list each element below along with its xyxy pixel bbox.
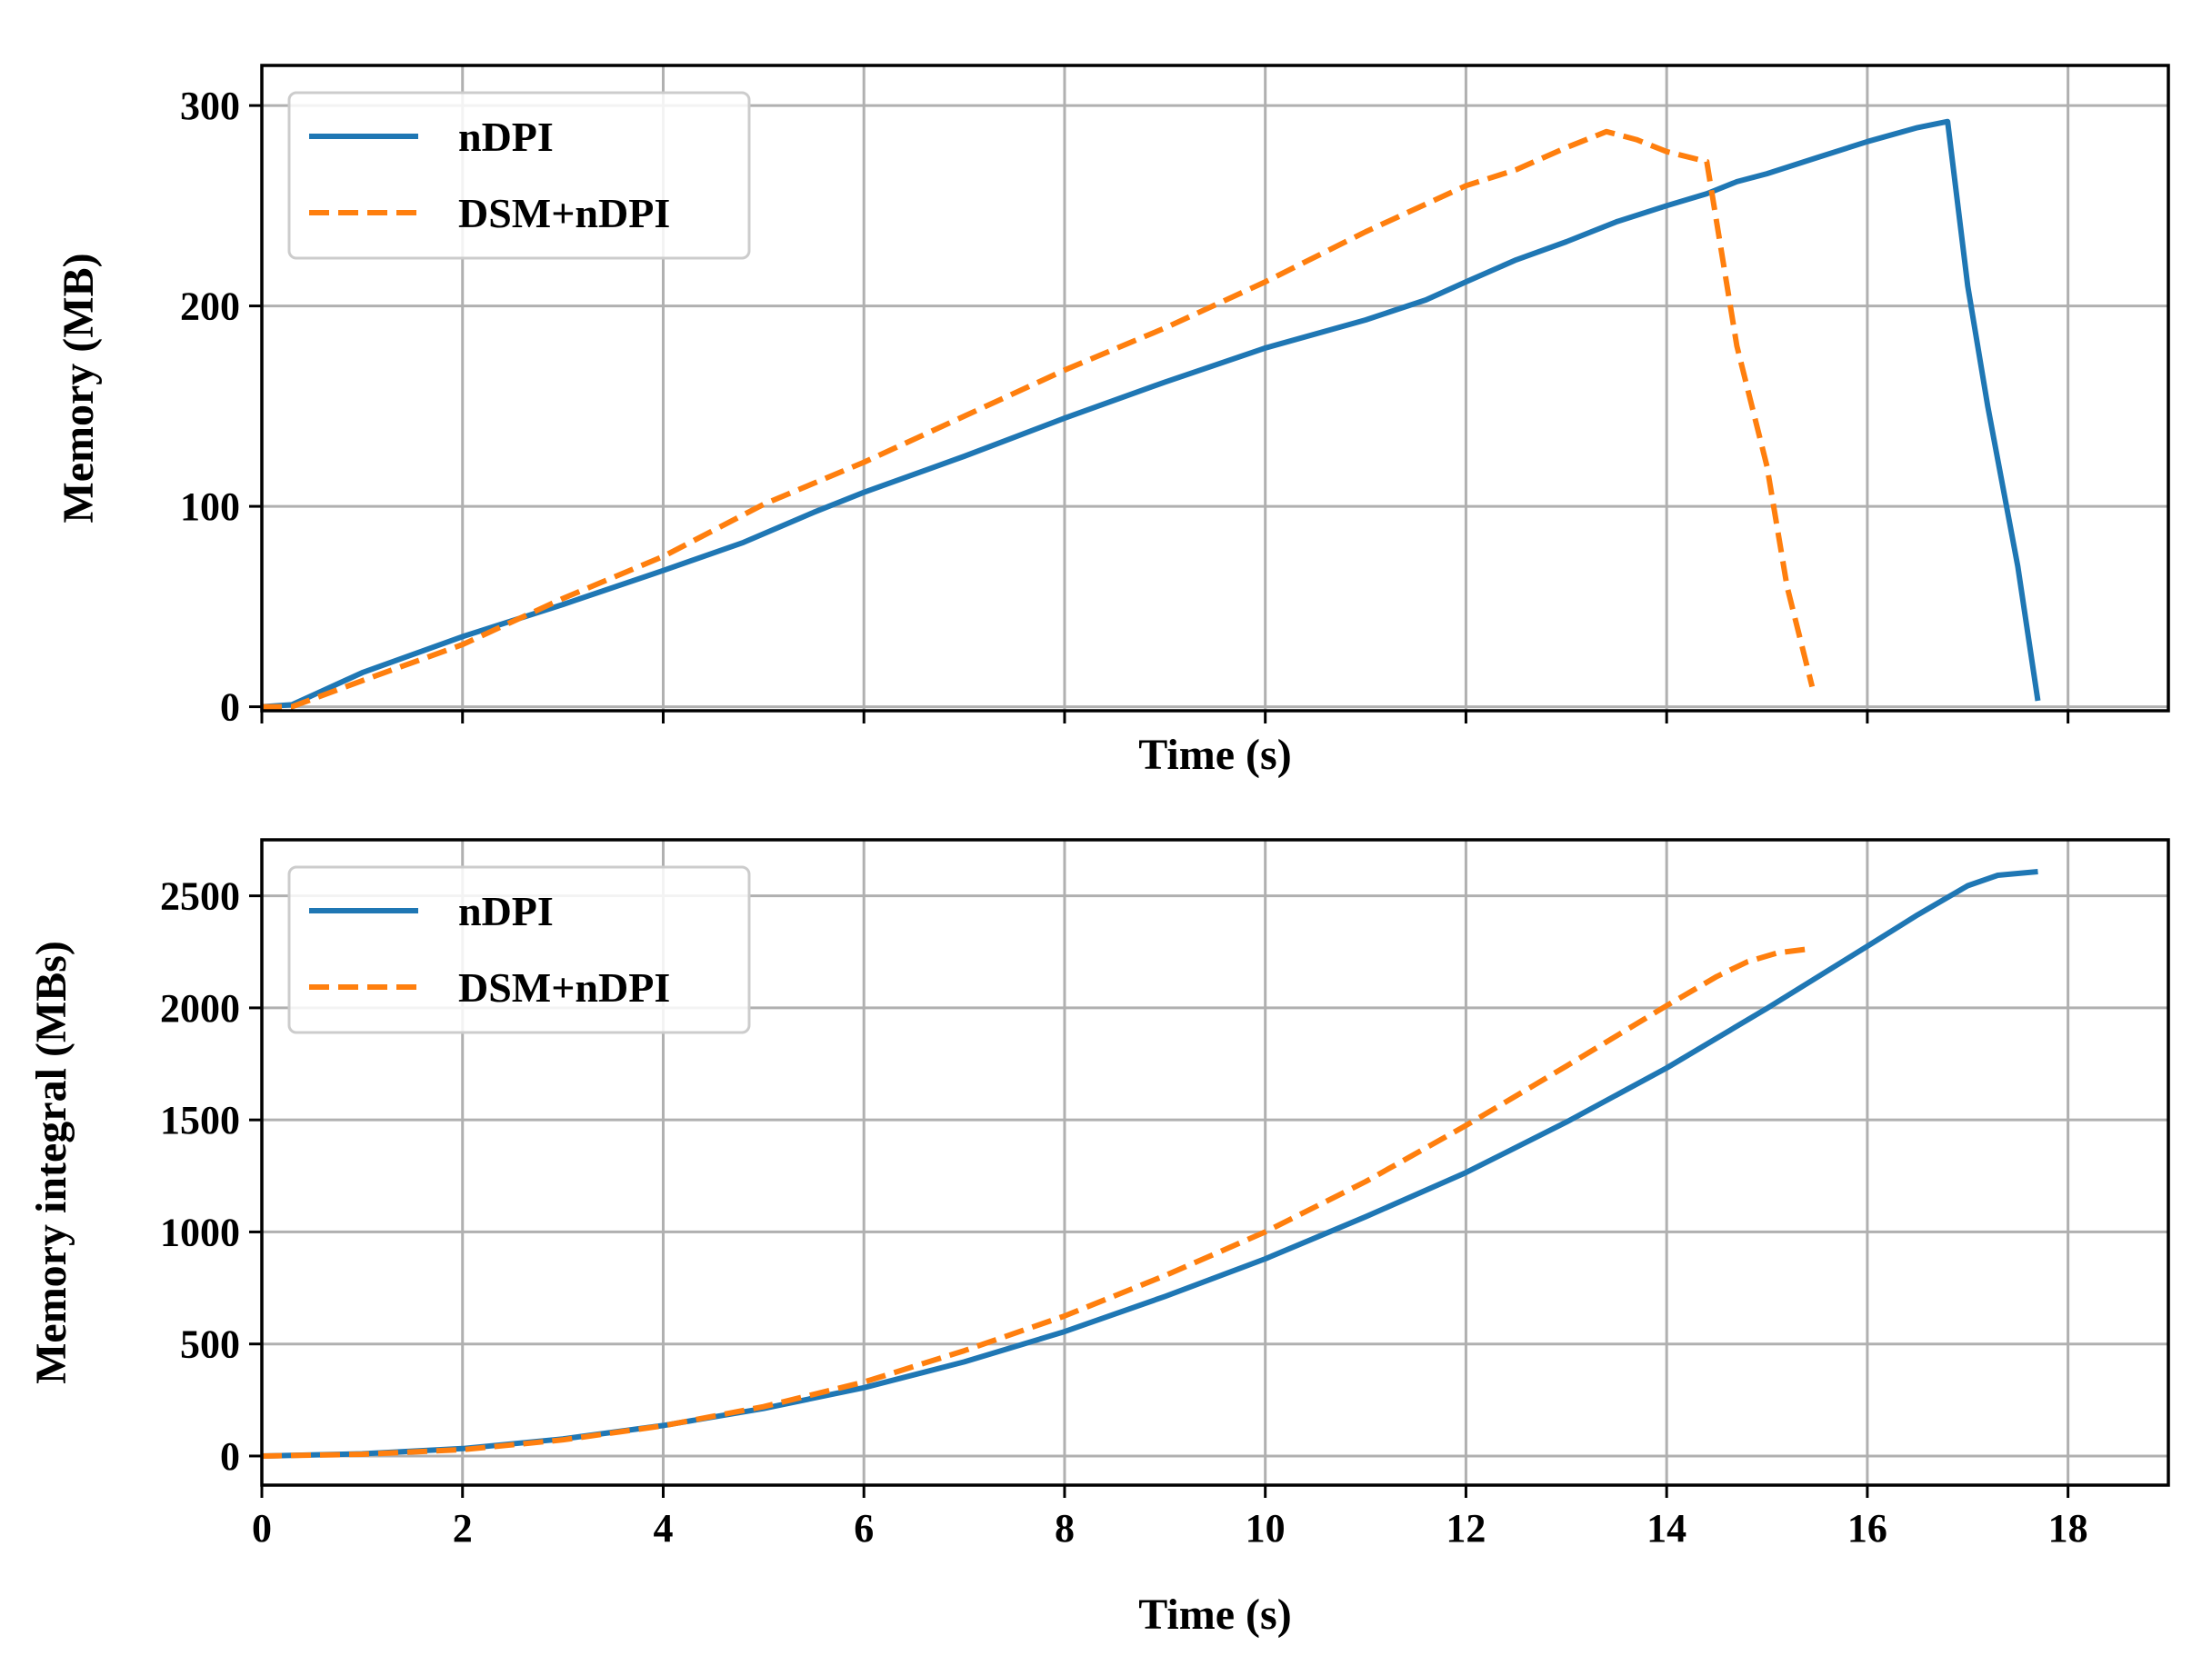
legend-label: DSM+nDPI [458, 964, 670, 1011]
y-tick-label: 0 [220, 685, 240, 730]
y-tick-label: 200 [180, 284, 240, 329]
legend-label: nDPI [458, 888, 554, 934]
x-tick-label: 8 [1055, 1506, 1075, 1551]
x-tick-label: 12 [1446, 1506, 1486, 1551]
y-tick-label: 100 [180, 484, 240, 529]
x-tick-label: 6 [854, 1506, 874, 1551]
series-line-dsm-ndpi [262, 128, 1816, 710]
y-tick-label: 500 [180, 1322, 240, 1367]
x-tick-label: 16 [1847, 1506, 1887, 1551]
x-tick-label: 0 [252, 1506, 272, 1551]
x-tick-label: 14 [1646, 1506, 1687, 1551]
x-tick-label: 4 [653, 1506, 673, 1551]
axes-frame [260, 64, 2170, 713]
y-axis-label: Memory integral (MBs) [27, 941, 75, 1384]
series-line-dsm-ndpi [262, 945, 1813, 1459]
y-tick-label: 1000 [160, 1210, 240, 1254]
y-tick-label: 300 [180, 84, 240, 128]
y-axis-label: Memory (MB) [55, 253, 103, 523]
axes-frame [260, 838, 2170, 1487]
legend: nDPI DSM+nDPI [287, 865, 751, 1034]
legend-label: DSM+nDPI [458, 190, 670, 236]
series-line-ndpi [262, 118, 2041, 710]
x-axis-label: Time (s) [1138, 731, 1291, 779]
x-tick-label: 18 [2048, 1506, 2088, 1551]
y-tick-label: 2000 [160, 986, 240, 1031]
y-tick-label: 1500 [160, 1098, 240, 1142]
chart-panel-2: 0 2 4 6 8 10 12 14 16 18 0 500 1000 1500 2000 2500 Time … [27, 838, 2170, 1639]
legend-label: nDPI [458, 114, 554, 160]
chart-panel-1: 0 100 200 300 Time (s) Memory (MB) nDPI DSM+nDP… [55, 64, 2170, 779]
y-tick-label: 2500 [160, 874, 240, 919]
legend: nDPI DSM+nDPI [287, 91, 751, 260]
y-tick-label: 0 [220, 1434, 240, 1479]
x-tick-label: 10 [1246, 1506, 1286, 1551]
x-axis-label: Time (s) [1138, 1591, 1291, 1639]
x-tick-label: 2 [453, 1506, 473, 1551]
